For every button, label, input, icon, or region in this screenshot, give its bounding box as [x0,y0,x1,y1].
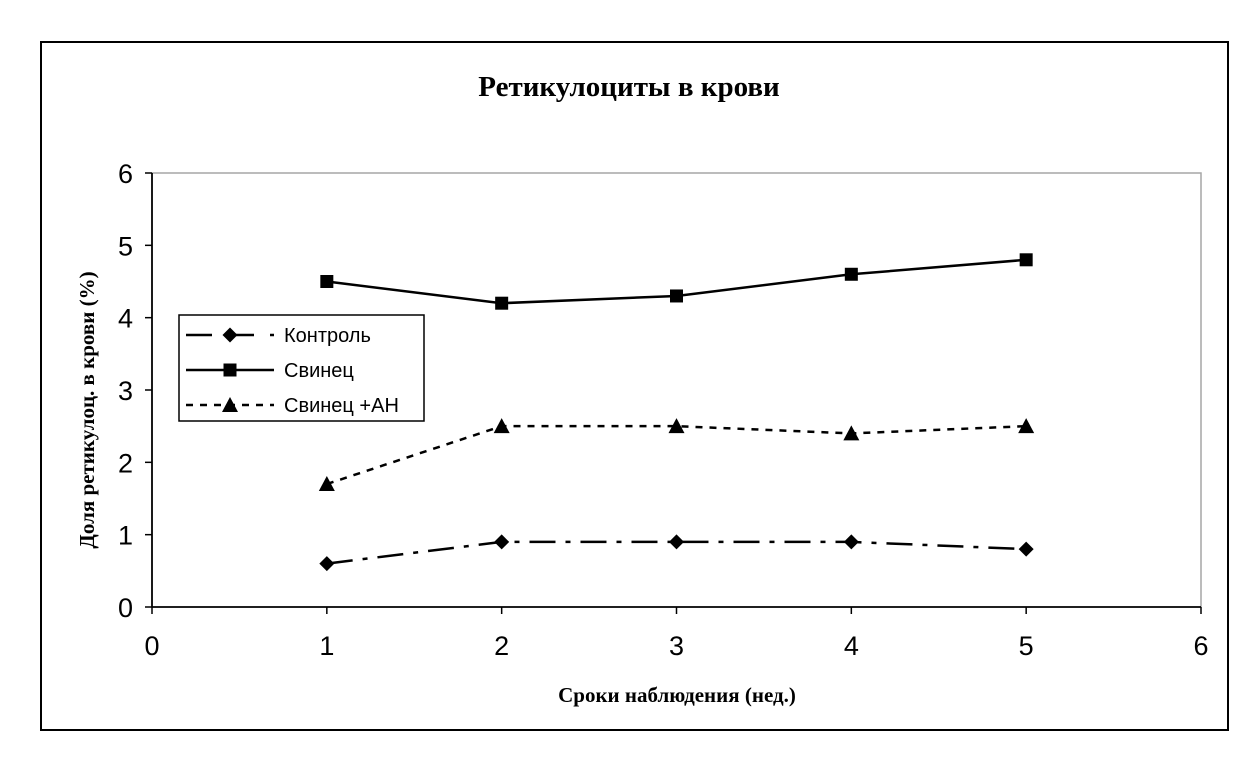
square-marker [670,289,683,303]
x-tick-label: 2 [494,631,509,661]
legend-label: Свинец +АН [284,395,399,417]
legend-box [178,314,425,422]
diamond-marker [494,534,510,550]
x-tick-label: 0 [144,631,159,661]
legend-label: Свинец [284,360,354,382]
legend-diamond-marker [222,327,238,343]
y-tick-label: 3 [118,376,133,406]
legend-label: Контроль [284,325,371,347]
series-line [326,540,1027,565]
triangle-marker [493,418,510,434]
x-tick-label: 6 [1193,631,1208,661]
x-tick-label: 5 [1019,631,1034,661]
y-tick-label: 5 [118,231,133,261]
chart-title: Ретикулоциты в крови [478,71,779,103]
diamond-marker [843,534,859,550]
diamond-marker [1018,541,1034,557]
y-tick-label: 4 [118,304,133,334]
x-tick-label: 4 [844,631,859,661]
y-tick-label: 1 [118,521,133,551]
square-marker [495,296,509,310]
y-axis-label: Доля ретикулоц. в крови (%) [75,271,99,548]
y-ticks: 0 1 2 3 4 5 6 [118,159,152,623]
plot-area-border [152,172,1202,607]
y-tick-label: 2 [118,448,133,478]
series-layer [318,253,1035,572]
x-ticks: 0 1 2 3 4 5 6 [144,607,1209,661]
x-axis-label: Сроки наблюдения (нед.) [558,683,796,707]
x-tick-label: 3 [669,631,684,661]
series-line [326,424,1027,486]
diamond-marker [669,534,684,550]
square-marker [1019,253,1033,267]
triangle-marker [668,418,685,434]
legend: Контроль Свинец Свинец +АН [178,314,425,422]
legend-square-marker [223,363,237,377]
triangle-marker [318,476,335,492]
triangle-marker [843,425,860,441]
diamond-marker [319,556,335,572]
triangle-marker [1018,418,1035,434]
x-tick-label: 1 [319,631,334,661]
square-marker [844,267,858,281]
square-marker [320,275,334,288]
legend-triangle-marker [222,397,238,412]
y-tick-label: 6 [118,159,133,189]
y-tick-label: 0 [118,593,133,623]
